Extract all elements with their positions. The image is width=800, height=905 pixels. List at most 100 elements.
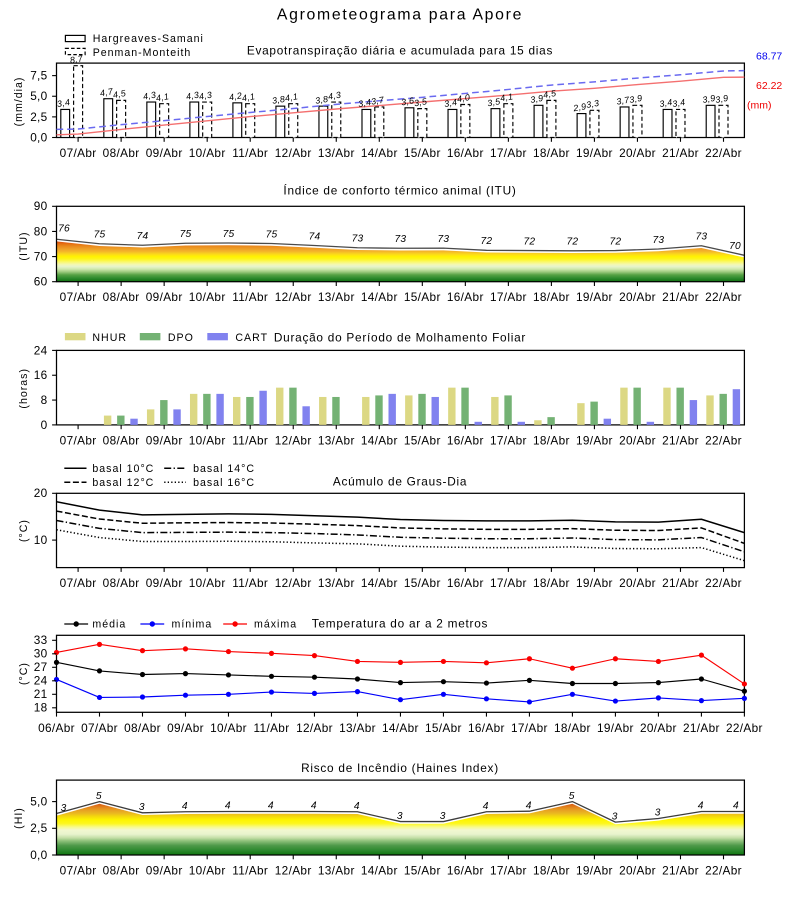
svg-text:CART: CART	[235, 332, 268, 344]
svg-text:17/Abr: 17/Abr	[490, 576, 527, 590]
svg-text:18/Abr: 18/Abr	[533, 433, 570, 447]
svg-text:(°C): (°C)	[18, 662, 30, 685]
svg-text:72: 72	[610, 236, 622, 247]
svg-text:70: 70	[729, 241, 741, 252]
svg-text:(HI): (HI)	[13, 807, 25, 829]
svg-text:22/Abr: 22/Abr	[705, 576, 742, 590]
svg-text:17/Abr: 17/Abr	[490, 864, 527, 878]
svg-text:20/Abr: 20/Abr	[619, 433, 656, 447]
svg-text:30: 30	[34, 647, 48, 661]
svg-text:14/Abr: 14/Abr	[361, 433, 398, 447]
svg-text:80: 80	[34, 224, 48, 238]
svg-text:11/Abr: 11/Abr	[232, 290, 268, 304]
svg-text:18/Abr: 18/Abr	[533, 146, 570, 160]
svg-text:16/Abr: 16/Abr	[447, 290, 484, 304]
svg-text:18/Abr: 18/Abr	[554, 721, 591, 735]
svg-text:10: 10	[34, 533, 48, 547]
svg-text:11/Abr: 11/Abr	[232, 864, 268, 878]
svg-text:22/Abr: 22/Abr	[705, 146, 742, 160]
svg-text:8,7: 8,7	[69, 53, 84, 65]
svg-text:Índice de conforto térmico ani: Índice de conforto térmico animal (ITU)	[283, 183, 516, 197]
svg-text:(mm): (mm)	[747, 100, 772, 112]
svg-text:13/Abr: 13/Abr	[318, 290, 355, 304]
svg-text:4,1: 4,1	[155, 91, 170, 103]
svg-text:68.77: 68.77	[756, 50, 782, 62]
svg-text:74: 74	[309, 231, 321, 242]
svg-text:média: média	[92, 619, 126, 631]
svg-text:08/Abr: 08/Abr	[124, 721, 161, 735]
svg-text:4,0: 4,0	[456, 92, 471, 104]
svg-text:3,4: 3,4	[671, 97, 686, 109]
svg-text:21/Abr: 21/Abr	[662, 146, 699, 160]
svg-text:Acúmulo de Graus-Dia: Acúmulo de Graus-Dia	[333, 475, 467, 489]
svg-text:10/Abr: 10/Abr	[189, 864, 226, 878]
svg-text:14/Abr: 14/Abr	[361, 290, 398, 304]
svg-text:12/Abr: 12/Abr	[275, 433, 312, 447]
svg-text:NHUR: NHUR	[92, 332, 127, 344]
svg-text:08/Abr: 08/Abr	[103, 576, 140, 590]
svg-text:3,5: 3,5	[413, 96, 428, 108]
svg-text:12/Abr: 12/Abr	[275, 576, 312, 590]
svg-text:19/Abr: 19/Abr	[576, 576, 613, 590]
svg-text:20/Abr: 20/Abr	[640, 721, 677, 735]
svg-text:75: 75	[94, 230, 106, 241]
svg-text:15/Abr: 15/Abr	[404, 290, 441, 304]
svg-text:4,3: 4,3	[142, 90, 157, 102]
svg-text:70: 70	[34, 250, 48, 264]
svg-text:10/Abr: 10/Abr	[189, 433, 226, 447]
svg-text:12/Abr: 12/Abr	[275, 146, 312, 160]
svg-text:72: 72	[567, 237, 579, 248]
svg-text:mínima: mínima	[172, 619, 213, 631]
svg-text:60: 60	[34, 275, 48, 289]
svg-text:73: 73	[438, 234, 450, 245]
svg-text:33: 33	[34, 633, 48, 647]
svg-text:basal 16°C: basal 16°C	[193, 477, 255, 489]
svg-text:4: 4	[311, 801, 317, 812]
svg-text:72: 72	[481, 236, 493, 247]
svg-text:08/Abr: 08/Abr	[103, 864, 140, 878]
svg-text:basal 10°C: basal 10°C	[92, 463, 154, 475]
svg-text:08/Abr: 08/Abr	[103, 433, 140, 447]
svg-text:(°C): (°C)	[18, 519, 30, 542]
svg-text:13/Abr: 13/Abr	[318, 864, 355, 878]
svg-text:20/Abr: 20/Abr	[619, 146, 656, 160]
svg-text:17/Abr: 17/Abr	[490, 290, 527, 304]
svg-text:15/Abr: 15/Abr	[404, 433, 441, 447]
svg-text:13/Abr: 13/Abr	[318, 433, 355, 447]
svg-text:09/Abr: 09/Abr	[146, 433, 183, 447]
svg-text:2,5: 2,5	[30, 821, 47, 835]
svg-text:4,5: 4,5	[112, 88, 127, 100]
svg-text:90: 90	[34, 199, 48, 213]
svg-text:3: 3	[612, 811, 618, 822]
svg-text:07/Abr: 07/Abr	[60, 433, 97, 447]
svg-text:22/Abr: 22/Abr	[705, 433, 742, 447]
svg-text:06/Abr: 06/Abr	[38, 721, 75, 735]
svg-text:4: 4	[225, 801, 231, 812]
svg-text:4,7: 4,7	[99, 86, 114, 98]
svg-text:07/Abr: 07/Abr	[81, 721, 118, 735]
svg-text:16/Abr: 16/Abr	[468, 721, 505, 735]
svg-text:10/Abr: 10/Abr	[210, 721, 247, 735]
svg-text:16/Abr: 16/Abr	[447, 433, 484, 447]
svg-text:3,7: 3,7	[616, 94, 631, 106]
svg-text:09/Abr: 09/Abr	[167, 721, 204, 735]
svg-text:(ITU): (ITU)	[18, 231, 30, 260]
svg-text:(horas): (horas)	[18, 368, 30, 409]
svg-text:22/Abr: 22/Abr	[705, 290, 742, 304]
svg-text:16/Abr: 16/Abr	[447, 864, 484, 878]
svg-text:14/Abr: 14/Abr	[382, 721, 419, 735]
svg-text:3,8: 3,8	[314, 94, 329, 106]
svg-text:10/Abr: 10/Abr	[189, 290, 226, 304]
svg-text:11/Abr: 11/Abr	[232, 146, 268, 160]
svg-text:07/Abr: 07/Abr	[60, 576, 97, 590]
svg-text:18: 18	[34, 701, 48, 715]
svg-text:3,5: 3,5	[486, 96, 501, 108]
svg-text:basal 14°C: basal 14°C	[193, 463, 255, 475]
svg-text:12/Abr: 12/Abr	[275, 864, 312, 878]
svg-text:20/Abr: 20/Abr	[619, 864, 656, 878]
svg-text:21/Abr: 21/Abr	[683, 721, 720, 735]
svg-text:3: 3	[397, 811, 403, 822]
svg-text:3,4: 3,4	[56, 97, 71, 109]
svg-text:21/Abr: 21/Abr	[662, 290, 699, 304]
svg-text:14/Abr: 14/Abr	[361, 146, 398, 160]
